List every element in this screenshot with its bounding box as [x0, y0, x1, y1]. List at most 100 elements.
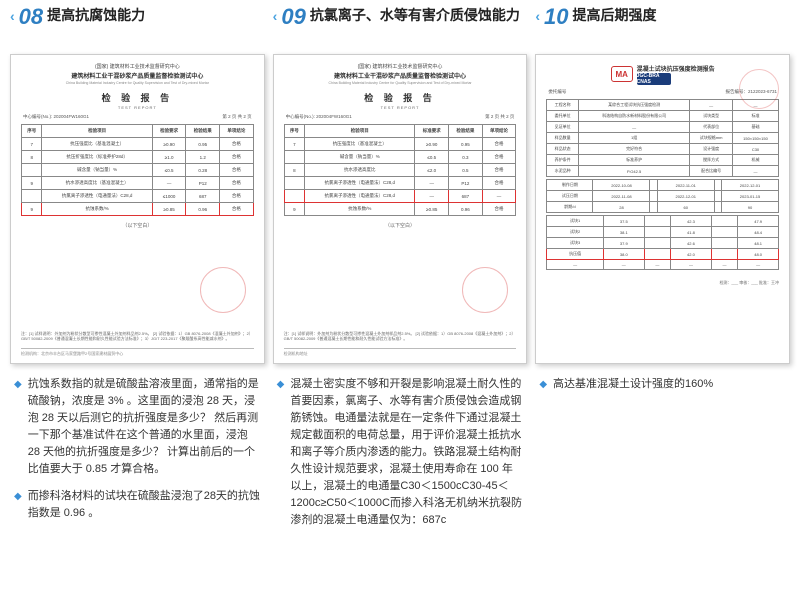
- report-meta: 中心编号(No.): 202004FW160G1第 2 页 共 2 页: [286, 114, 515, 120]
- table-cell: 7: [284, 138, 304, 151]
- table-cell: 0.5: [449, 164, 483, 177]
- table-cell: 代表部位: [690, 122, 733, 133]
- heading-08: ‹08提高抗腐蚀能力: [10, 6, 265, 46]
- bullet-text: 抗蚀系数指的就是硫酸盐溶液里面，通常指的是硫酸钠，浓度是 3% 。这里面的浸泡 …: [28, 376, 261, 478]
- table-cell: 完好符合: [578, 144, 689, 155]
- doc3-title: 混凝土试块抗压强度检测报告: [637, 64, 715, 73]
- heading-title: 提高后期强度: [573, 6, 791, 24]
- bullet-item: ◆高达基准混凝土设计强度的160%: [539, 376, 786, 393]
- table-cell: 基础: [732, 122, 778, 133]
- table-cell: C30: [732, 144, 778, 155]
- report-meta: 中心编号(No.): 202004FW160G1第 2 页 共 2 页: [23, 114, 252, 120]
- bullet-item: ◆而掺科洛材料的试块在硫酸盐浸泡了28天的抗蚀指数是 0.96 。: [14, 488, 261, 522]
- table-cell: 合格: [220, 203, 254, 216]
- report-title-en: TEST REPORT: [284, 105, 517, 110]
- report-title: 检 验 报 告: [284, 91, 517, 104]
- table-cell: [644, 216, 670, 227]
- table-cell: —: [415, 190, 449, 203]
- table-cell: P.O42.5: [578, 166, 689, 177]
- table-cell: 合格: [482, 164, 516, 177]
- table-cell: 150×150×150: [732, 133, 778, 144]
- table-cell: —: [738, 260, 779, 270]
- table-cell: 687: [449, 190, 483, 203]
- table-cell: ≥0.90: [415, 138, 449, 151]
- table-cell: [711, 216, 737, 227]
- table-cell: [650, 191, 657, 202]
- table-cell: 合格: [482, 138, 516, 151]
- table-cell: 9: [22, 177, 42, 190]
- table-cell: 0.96: [449, 203, 483, 216]
- table-cell: 龄期/d: [547, 202, 593, 213]
- bullet-marker-icon: ◆: [539, 376, 547, 393]
- table-header: 标准要求: [415, 125, 449, 138]
- bullet-marker-icon: ◆: [277, 376, 285, 529]
- table-cell: 1组: [578, 133, 689, 144]
- info-table: 工程名称某综合工程试块抗压强度检测——委托单位科洛结构自防水新材料股份有限公司试…: [546, 99, 779, 177]
- table-cell: 9: [284, 203, 304, 216]
- table-cell: 38.0: [603, 249, 644, 260]
- report-title: 检 验 报 告: [21, 91, 254, 104]
- table-cell: 委托单位: [547, 111, 579, 122]
- report-document: (国家) 建筑材料工业技术监督研究中心建筑材料工业干混砂浆产品质量监督检验测试中…: [10, 54, 265, 364]
- table-cell: [284, 151, 304, 164]
- org-line-1: (国家) 建筑材料工业技术监督研究中心: [21, 63, 254, 70]
- cnas-badge-icon: JGC-BRA CNAS: [637, 73, 671, 85]
- table-cell: 试块类型: [690, 111, 733, 122]
- table-cell: 抗压折强度比（标准养护28d）: [42, 151, 152, 164]
- table-cell: 养护条件: [547, 155, 579, 166]
- table-cell: 合格: [220, 138, 254, 151]
- report-document: MA混凝土试块抗压强度检测报告JGC-BRA CNAS委托编号报告编号：2122…: [535, 54, 790, 364]
- bullet-text: 而掺科洛材料的试块在硫酸盐浸泡了28天的抗蚀指数是 0.96 。: [28, 488, 261, 522]
- table-cell: 抗压强度比（基准混凝土）: [305, 138, 415, 151]
- table-header: 检验项目: [305, 125, 415, 138]
- report-title-en: TEST REPORT: [21, 105, 254, 110]
- table-header: 检验要求: [152, 125, 186, 138]
- table-header: 序号: [284, 125, 304, 138]
- table-cell: [644, 238, 670, 249]
- report-notes: 注：[1] 试样说明：外加剂为粉状分散型可掺性混凝土外加剂样品剂2.5%。 [2…: [284, 331, 517, 342]
- meta-right: 第 2 页 共 2 页: [485, 114, 514, 120]
- table-cell: —: [690, 100, 733, 111]
- table-cell: 设计强度: [690, 144, 733, 155]
- table-cell: 试压日期: [547, 191, 593, 202]
- table-cell: 2023-01-15: [722, 191, 779, 202]
- column-10: ‹10提高后期强度MA混凝土试块抗压强度检测报告JGC-BRA CNAS委托编号…: [535, 6, 790, 539]
- table-cell: 0.95: [449, 138, 483, 151]
- footer-left: 检测机构：北京市丰台区马家堡路甲2号国家建材展贸中心: [21, 351, 123, 357]
- bullet-item: ◆抗蚀系数指的就是硫酸盐溶液里面，通常指的是硫酸钠，浓度是 3% 。这里面的浸泡…: [14, 376, 261, 478]
- table-cell: 0.28: [186, 164, 220, 177]
- doc3-title-wrap: 混凝土试块抗压强度检测报告JGC-BRA CNAS: [637, 63, 715, 85]
- table-cell: [650, 202, 657, 213]
- table-cell: 41.8: [671, 227, 712, 238]
- table-cell: 抗水渗透高度比: [305, 164, 415, 177]
- table-cell: ≤0.5: [415, 151, 449, 164]
- table-cell: 试块2: [547, 227, 604, 238]
- table-cell: 48.1: [738, 238, 779, 249]
- ma-logo-icon: MA: [611, 66, 633, 82]
- table-cell: 1.2: [186, 151, 220, 164]
- table-cell: [650, 180, 657, 191]
- table-cell: 见证单位: [547, 122, 579, 133]
- bullet-text: 混凝土密实度不够和开裂是影响混凝土耐久性的首要因素，氯离子、水等有害介质侵蚀会造…: [290, 376, 523, 529]
- meta-left: 委托编号: [548, 89, 566, 95]
- table-cell: [284, 190, 304, 203]
- table-cell: 37.5: [603, 216, 644, 227]
- org-line-2: 建筑材料工业干混砂浆产品质量监督检验测试中心: [284, 71, 517, 80]
- table-cell: ≤1000: [152, 190, 186, 203]
- table-cell: 90: [722, 202, 779, 213]
- signatures: 检测：___ 审核：___ 批准：王冲: [546, 280, 779, 286]
- table-cell: 合格: [482, 203, 516, 216]
- table-cell: 60: [657, 202, 714, 213]
- chevron-icon: ‹: [535, 6, 540, 26]
- heading-number: 09: [281, 6, 305, 28]
- dates-table: 制作日期2022-10-082022-11-012022-12-01试压日期20…: [546, 179, 779, 213]
- table-cell: 28: [593, 202, 650, 213]
- table-cell: —: [711, 260, 737, 270]
- meta-right: 第 2 页 共 2 页: [222, 114, 251, 120]
- table-cell: 碱含量（钠当量）%: [305, 151, 415, 164]
- table-cell: 38.1: [603, 227, 644, 238]
- table-cell: 合格: [482, 177, 516, 190]
- table-cell: ≤0.5: [152, 164, 186, 177]
- bullet-marker-icon: ◆: [14, 488, 22, 522]
- table-cell: 合格: [220, 151, 254, 164]
